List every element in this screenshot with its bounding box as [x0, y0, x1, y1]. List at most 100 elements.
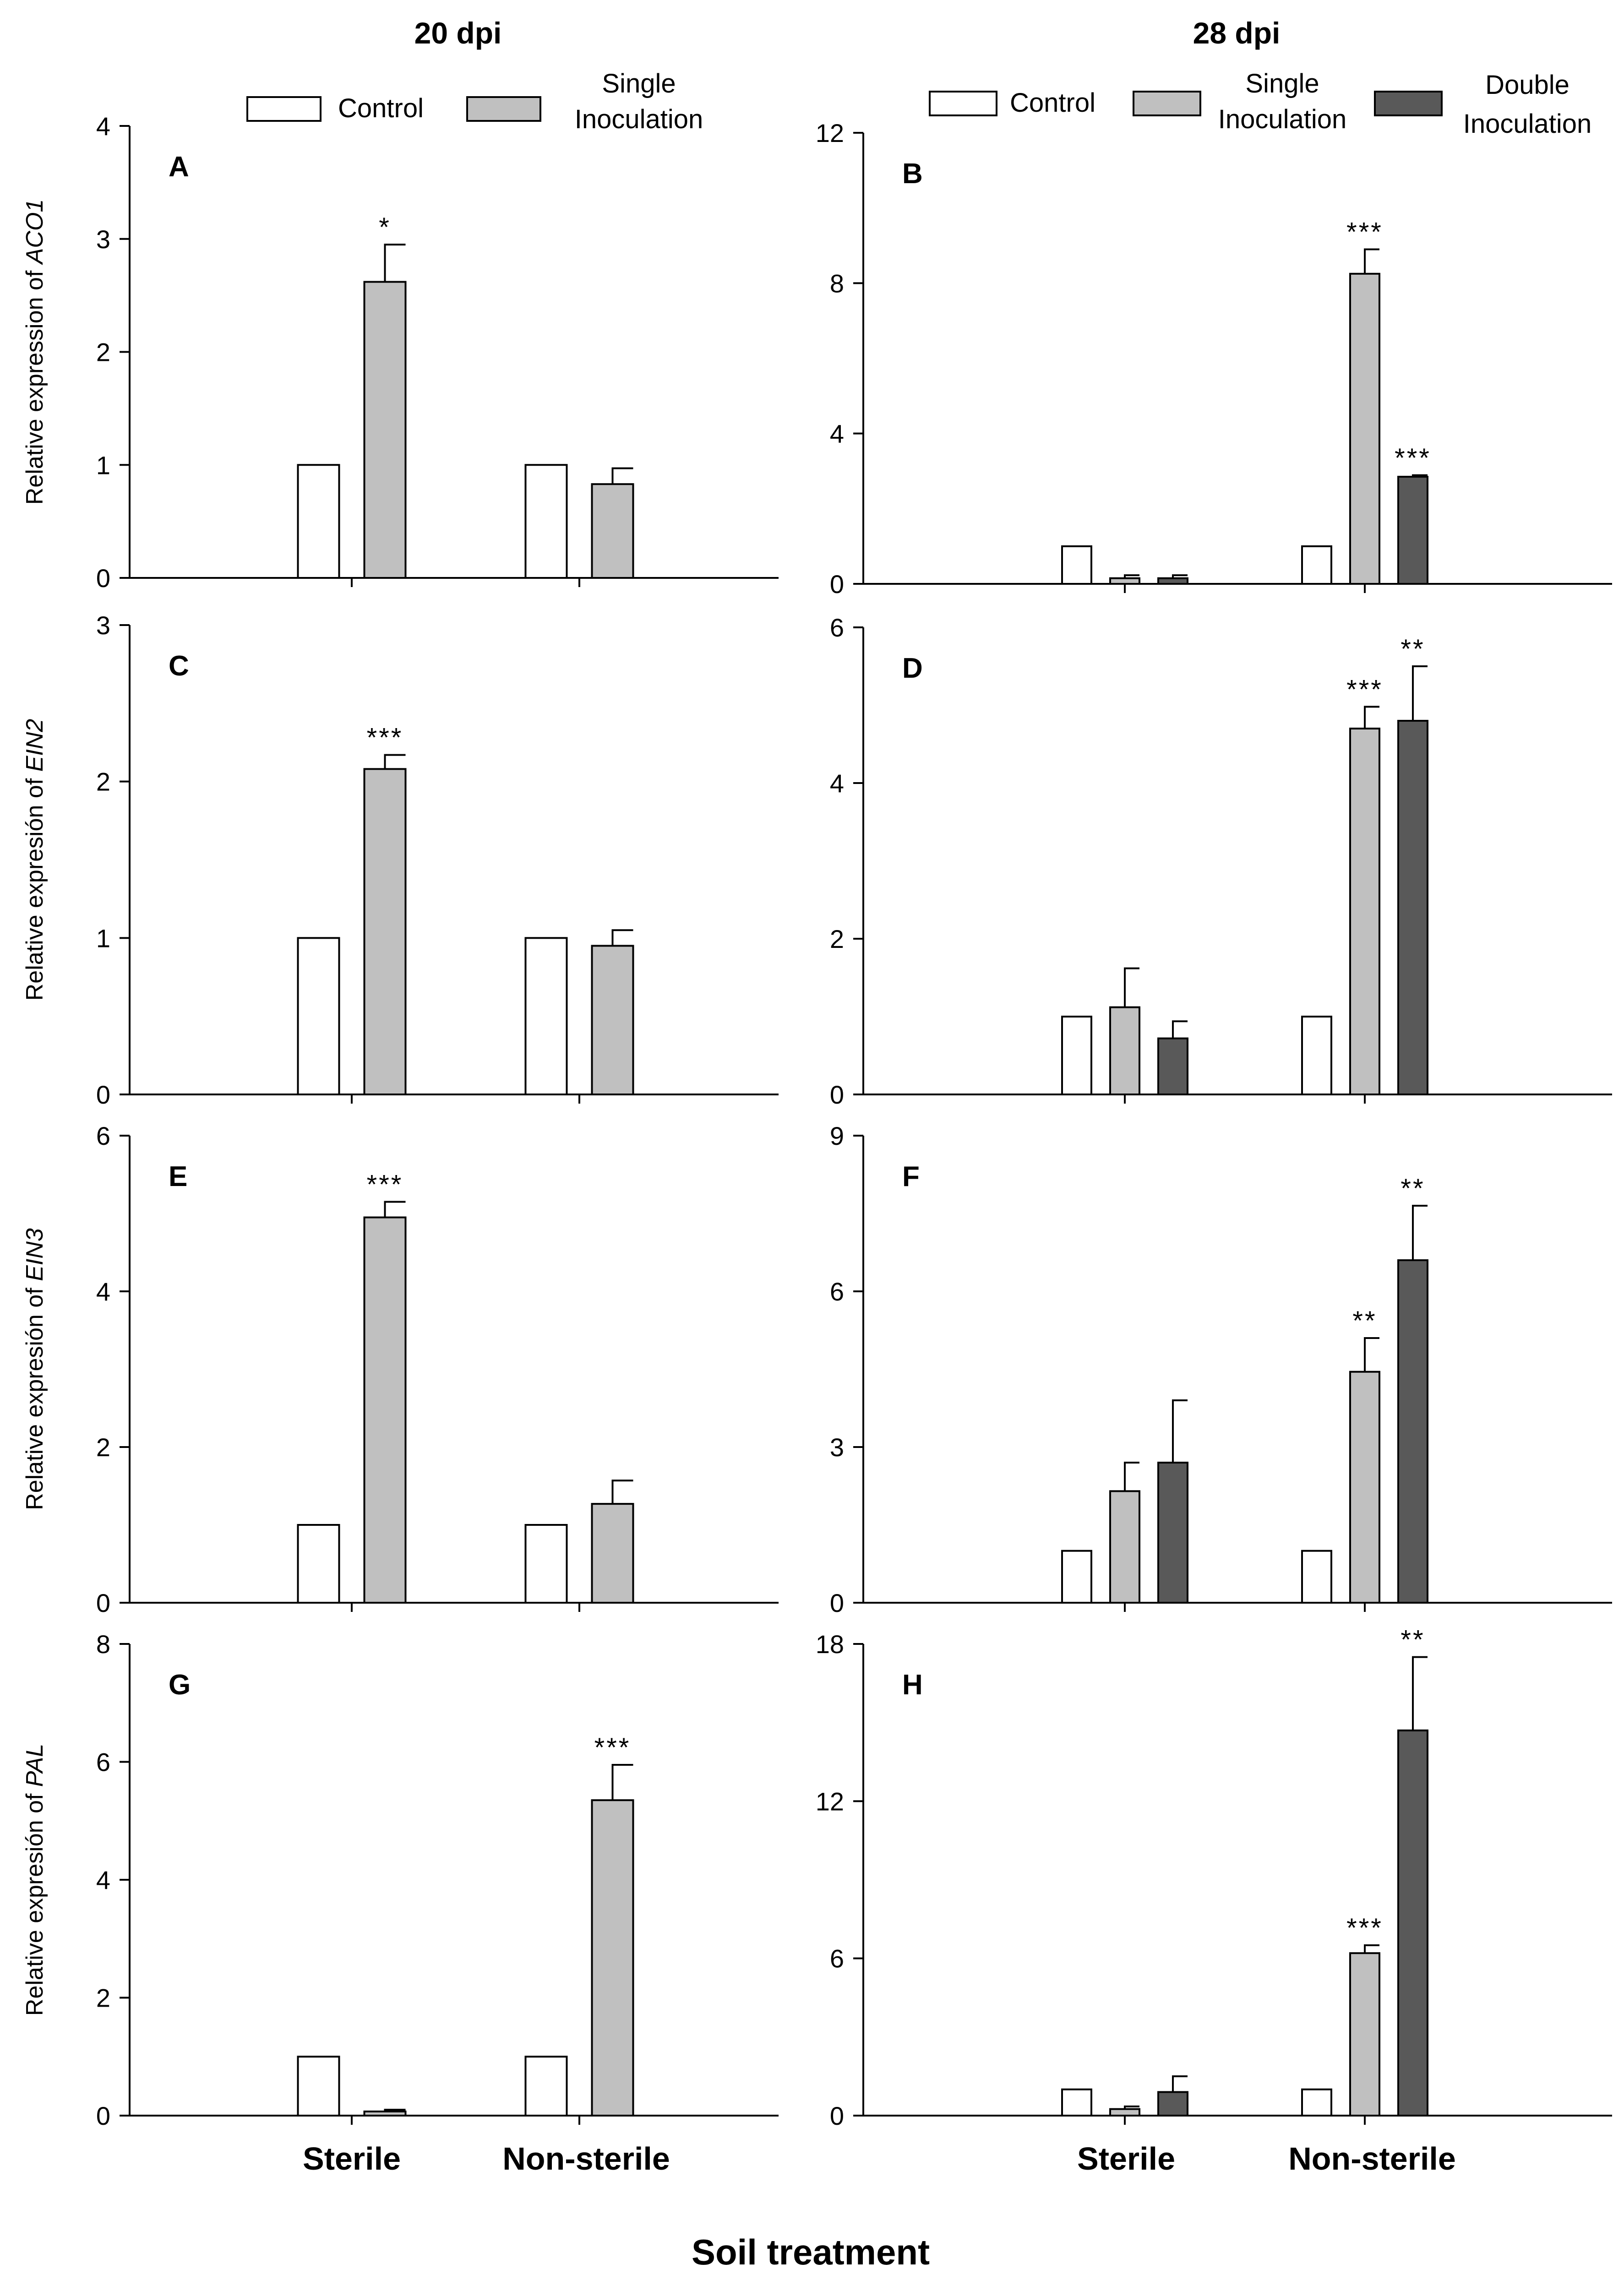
bar-H-non-sterile-double-inoculation — [1397, 1729, 1428, 2117]
y-tick-label: 3 — [96, 225, 110, 254]
bar-D-non-sterile-double-inoculation — [1397, 720, 1428, 1095]
panel-letter: B — [902, 158, 923, 190]
bar-G-non-sterile-single-inoculation — [591, 1799, 634, 2117]
bar-A-non-sterile-single-inoculation — [591, 483, 634, 579]
error-bar — [1364, 1944, 1379, 1954]
y-tick-label: 6 — [96, 1121, 110, 1150]
bar-B-sterile-single-inoculation — [1109, 577, 1140, 585]
y-axis-title: Relative expresión of EIN2 — [22, 719, 48, 1001]
legend-swatch-double-inoculation — [1374, 91, 1443, 116]
error-bar — [1124, 2105, 1139, 2109]
panel-letter: D — [902, 653, 923, 684]
legend-left: Control Single Inoculation — [246, 69, 703, 134]
bar-C-sterile-control — [297, 937, 340, 1095]
y-tick-label: 0 — [96, 1080, 110, 1109]
y-tick-label: 2 — [96, 767, 110, 796]
bar-G-non-sterile-control — [524, 2056, 568, 2117]
y-tick-label: 1 — [96, 451, 110, 479]
legend-swatch-control — [246, 96, 322, 122]
y-tick-label: 2 — [96, 1984, 110, 2013]
y-tick-label: 0 — [96, 2101, 110, 2130]
legend-label-single-inoculation-line2: Inoculation — [575, 104, 703, 134]
error-bar — [384, 244, 406, 282]
significance-label: ** — [1401, 1174, 1425, 1203]
significance-label: *** — [1346, 1913, 1383, 1943]
y-tick-label: 4 — [830, 419, 844, 448]
bar-G-sterile-control — [297, 2056, 340, 2117]
bar-F-sterile-single-inoculation — [1109, 1490, 1140, 1604]
panel-letter: C — [169, 650, 189, 682]
panel-B: 0 4 8 12 B *** *** — [816, 119, 1612, 599]
significance-label: ** — [1401, 634, 1425, 664]
significance-label: * — [379, 212, 391, 242]
error-bar — [1364, 1337, 1379, 1372]
legend-label-single-inoculation-line1: Single — [602, 69, 676, 98]
bar-E-sterile-single-inoculation — [363, 1216, 407, 1604]
bar-C-non-sterile-single-inoculation — [591, 945, 634, 1096]
bar-F-non-sterile-double-inoculation — [1397, 1259, 1428, 1604]
error-bar — [1172, 1399, 1188, 1463]
y-tick-label: 2 — [96, 1433, 110, 1462]
y-tick-label: 3 — [96, 611, 110, 640]
category-label-nonsterile-right: Non-sterile — [1288, 2141, 1456, 2177]
panel-E: 0 2 4 6 E Relative expresión of EIN3 *** — [22, 1121, 779, 1617]
bar-H-non-sterile-control — [1301, 2088, 1332, 2117]
bar-D-non-sterile-control — [1301, 1016, 1332, 1095]
bar-F-sterile-control — [1061, 1550, 1092, 1604]
bar-C-sterile-single-inoculation — [363, 768, 407, 1096]
legend-label-single-inoculation-line2: Inoculation — [1218, 104, 1347, 134]
bar-B-non-sterile-control — [1301, 545, 1332, 585]
error-bar — [384, 1201, 406, 1218]
category-label-sterile-left: Sterile — [303, 2141, 401, 2177]
bar-B-sterile-double-inoculation — [1157, 577, 1188, 585]
bar-H-sterile-single-inoculation — [1109, 2108, 1140, 2117]
y-tick-label: 9 — [830, 1121, 844, 1150]
bar-B-non-sterile-double-inoculation — [1397, 476, 1428, 585]
y-tick-label: 2 — [830, 925, 844, 953]
legend-label-control: Control — [338, 93, 424, 123]
bar-H-non-sterile-single-inoculation — [1349, 1952, 1380, 2117]
panel-A: 0 1 2 3 4 A Relative expression of ACO1 * — [22, 112, 779, 593]
y-axis-title: Relative expresión of EIN3 — [22, 1228, 48, 1510]
y-tick-label: 2 — [96, 338, 110, 367]
y-tick-label: 0 — [96, 1589, 110, 1617]
error-bar — [1412, 1205, 1428, 1260]
panel-letter: H — [902, 1669, 923, 1701]
bar-A-sterile-control — [297, 464, 340, 579]
error-bar — [1364, 706, 1379, 729]
error-bar — [611, 1480, 633, 1504]
legend-label-double-inoculation-line2: Inoculation — [1463, 109, 1592, 139]
bar-E-non-sterile-control — [524, 1524, 568, 1604]
significance-label: *** — [1395, 443, 1431, 473]
legend-label-control: Control — [1010, 88, 1095, 118]
y-tick-label: 6 — [96, 1748, 110, 1777]
bar-E-non-sterile-single-inoculation — [591, 1503, 634, 1604]
error-bar — [611, 467, 633, 484]
error-bar — [1124, 967, 1139, 1007]
significance-label: *** — [367, 723, 403, 753]
error-bar — [1412, 665, 1428, 721]
bar-F-sterile-double-inoculation — [1157, 1462, 1188, 1604]
bar-B-non-sterile-single-inoculation — [1349, 272, 1380, 585]
x-axis-title: Soil treatment — [692, 2232, 930, 2272]
y-tick-label: 6 — [830, 613, 844, 642]
panel-letter: A — [169, 151, 189, 183]
significance-label: *** — [1346, 217, 1383, 247]
panel-G: 0 2 4 6 8 G Relative expresión of PAL *** — [22, 1630, 779, 2130]
bar-D-sterile-double-inoculation — [1157, 1037, 1188, 1096]
bar-H-sterile-control — [1061, 2088, 1092, 2117]
error-bar — [1172, 2075, 1188, 2092]
panel-C: 0 1 2 3 C Relative expresión of EIN2 *** — [22, 611, 779, 1109]
panel-F: 0 3 6 9 F ** ** — [830, 1121, 1612, 1617]
y-tick-label: 3 — [830, 1433, 844, 1462]
significance-label: ** — [1401, 1625, 1425, 1655]
error-bar — [1124, 1462, 1139, 1491]
error-bar — [611, 1763, 633, 1801]
y-tick-label: 8 — [96, 1630, 110, 1659]
bar-H-sterile-double-inoculation — [1157, 2091, 1188, 2117]
panel-letter: F — [902, 1161, 920, 1192]
y-tick-label: 4 — [96, 1866, 110, 1894]
